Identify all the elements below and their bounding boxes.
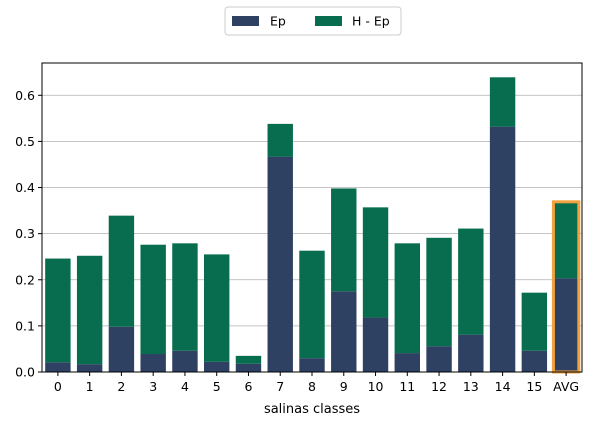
bar-h-minus-ep-3 <box>140 244 166 355</box>
x-tick-label-1: 1 <box>86 379 94 394</box>
bar-ep-5 <box>204 361 230 372</box>
y-tick-label-2: 0.2 <box>15 272 35 287</box>
x-tick-label-3: 3 <box>149 379 157 394</box>
x-tick-label-13: 13 <box>463 379 479 394</box>
bar-h-minus-ep-15 <box>521 292 548 351</box>
legend-swatch-h-minus-ep <box>315 16 342 26</box>
x-tick-label-6: 6 <box>244 379 252 394</box>
x-tick-label-10: 10 <box>368 379 384 394</box>
y-tick-label-5: 0.5 <box>15 134 35 149</box>
bar-ep-15 <box>521 350 548 372</box>
bar-h-minus-ep-13 <box>458 228 484 335</box>
bar-ep-AVG <box>553 278 579 372</box>
bar-ep-10 <box>362 317 389 372</box>
bar-h-minus-ep-1 <box>76 255 103 365</box>
bar-ep-4 <box>172 350 198 372</box>
legend-swatch-ep <box>232 16 259 26</box>
legend: Ep H - Ep <box>224 6 402 36</box>
bar-ep-0 <box>45 362 71 372</box>
x-tick-label-14: 14 <box>495 379 511 394</box>
y-tick-label-0: 0.0 <box>15 365 35 380</box>
bar-h-minus-ep-2 <box>108 215 135 327</box>
bar-ep-7 <box>267 156 293 372</box>
x-tick-label-5: 5 <box>213 379 221 394</box>
y-axis-ticks: 0.0 0.1 0.2 0.3 0.4 0.5 0.6 <box>15 88 42 380</box>
bar-ep-3 <box>140 354 166 372</box>
legend-label-ep: Ep <box>270 14 286 29</box>
bar-h-minus-ep-4 <box>172 243 198 351</box>
bar-h-minus-ep-5 <box>204 254 230 362</box>
bar-h-minus-ep-8 <box>299 250 325 359</box>
y-tick-label-6: 0.6 <box>15 88 35 103</box>
x-tick-label-2: 2 <box>117 379 125 394</box>
bar-ep-9 <box>331 291 357 372</box>
y-tick-label-4: 0.4 <box>15 180 35 195</box>
bar-h-minus-ep-10 <box>362 207 389 318</box>
bar-h-minus-ep-9 <box>331 188 357 292</box>
x-tick-label-0: 0 <box>54 379 62 394</box>
y-tick-label-3: 0.3 <box>15 226 35 241</box>
x-tick-label-9: 9 <box>340 379 348 394</box>
bar-ep-13 <box>458 334 484 372</box>
x-tick-label-AVG: AVG <box>553 379 579 394</box>
legend-box <box>224 6 402 36</box>
bar-h-minus-ep-0 <box>45 258 71 363</box>
legend-label-h-minus-ep: H - Ep <box>352 14 390 29</box>
bar-h-minus-ep-11 <box>394 243 420 354</box>
x-tick-label-4: 4 <box>181 379 189 394</box>
bar-ep-14 <box>489 126 516 372</box>
bars <box>45 77 579 372</box>
bar-h-minus-ep-AVG <box>553 201 579 279</box>
bar-h-minus-ep-12 <box>426 237 452 347</box>
y-tick-label-1: 0.1 <box>15 318 35 333</box>
x-axis-label: salinas classes <box>264 402 360 417</box>
bar-ep-12 <box>426 346 452 372</box>
bar-h-minus-ep-6 <box>235 355 262 364</box>
bar-h-minus-ep-7 <box>267 123 293 157</box>
bar-ep-8 <box>299 358 325 372</box>
x-tick-label-7: 7 <box>276 379 284 394</box>
x-tick-label-8: 8 <box>308 379 316 394</box>
x-tick-label-11: 11 <box>399 379 415 394</box>
bar-ep-11 <box>394 353 420 372</box>
bar-ep-6 <box>235 363 262 372</box>
bar-h-minus-ep-14 <box>489 77 516 127</box>
bar-ep-1 <box>76 364 103 372</box>
x-tick-label-15: 15 <box>526 379 542 394</box>
bar-ep-2 <box>108 326 135 372</box>
x-tick-label-12: 12 <box>431 379 447 394</box>
x-axis-ticks: 0 1 2 3 4 5 6 7 8 9 10 11 12 13 14 15 AVG <box>54 372 579 394</box>
